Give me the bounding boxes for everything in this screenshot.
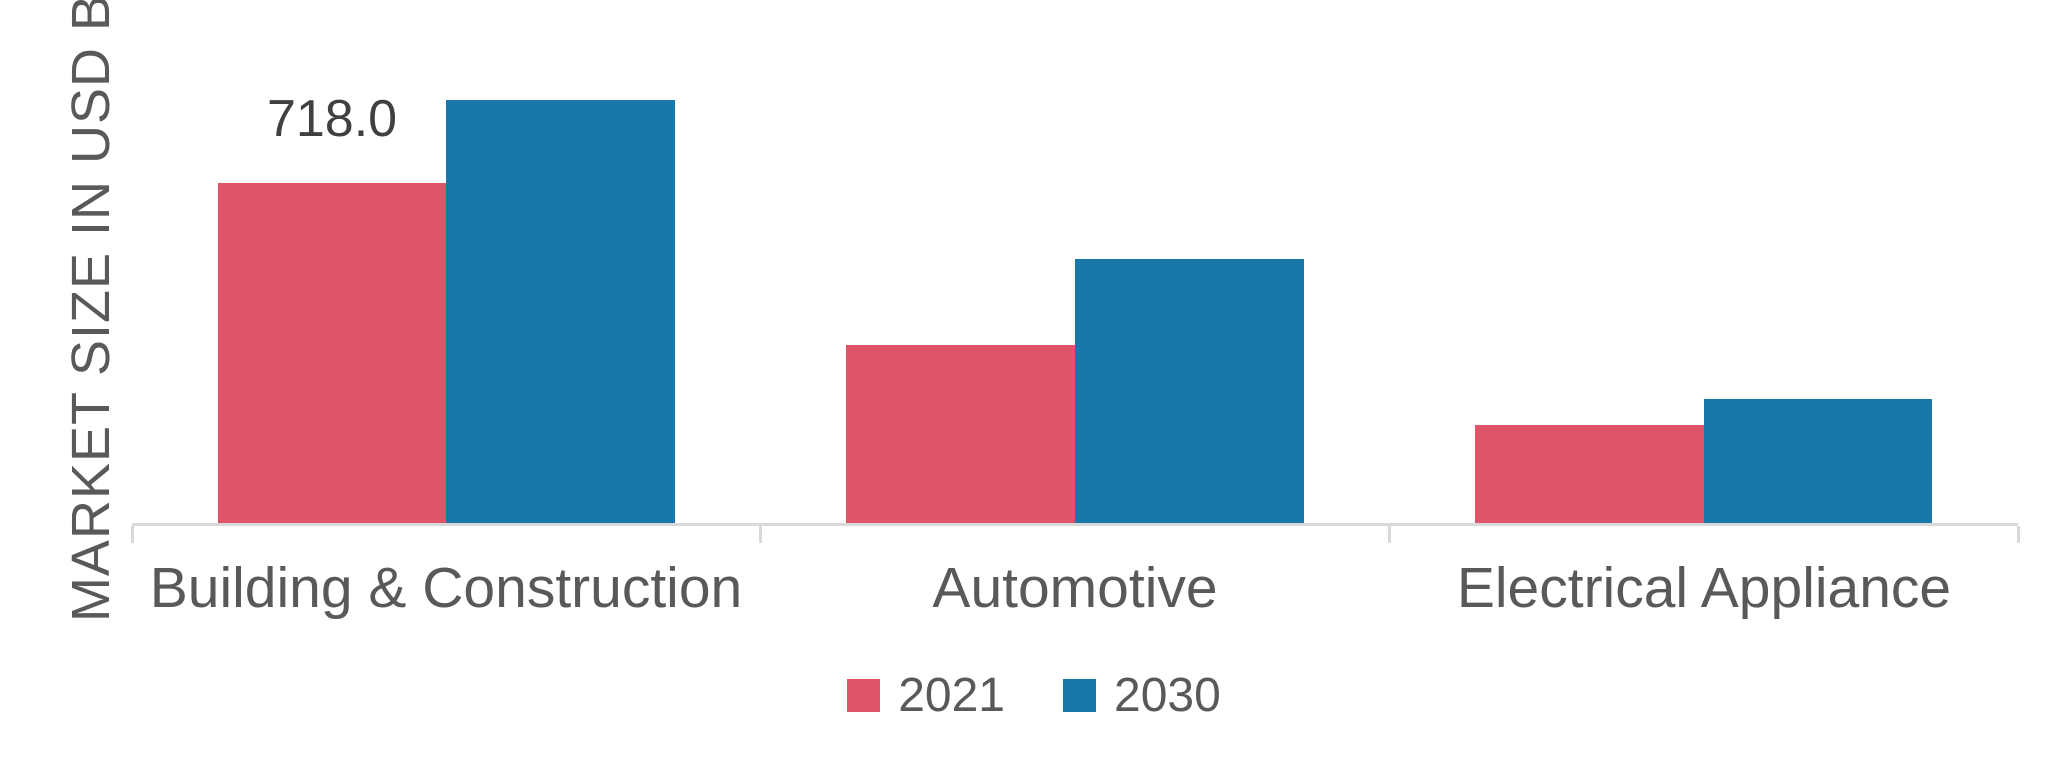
legend-item-2021: 2021 [847, 668, 1005, 723]
x-axis-tick [2016, 526, 2020, 543]
bar-2021-electrical-appliance [1475, 424, 1704, 523]
data-label-718-0: 718.0 [266, 89, 398, 148]
plot-area: 718.0 [130, 30, 2020, 543]
bar-2021-building-construction [217, 182, 447, 523]
legend-label-2030: 2030 [1114, 669, 1221, 722]
legend-item-2030: 2030 [1063, 668, 1221, 723]
x-axis-tick [759, 526, 763, 543]
x-axis-tick [1387, 526, 1391, 543]
x-axis-label-electrical-appliance: Electrical Appliance [1456, 556, 1952, 620]
legend-label-2021: 2021 [898, 669, 1005, 722]
x-axis-label-automotive: Automotive [932, 556, 1218, 620]
y-axis-title: MARKET SIZE IN USD BN [61, 0, 121, 623]
x-axis-tick [130, 526, 134, 543]
legend: 2021 2030 [0, 668, 2068, 723]
legend-swatch-2030-icon [1063, 679, 1096, 712]
legend-swatch-2021-icon [847, 679, 881, 712]
bar-2021-automotive [846, 344, 1075, 523]
bar-2030-building-construction [446, 99, 675, 523]
bar-2030-automotive [1075, 258, 1304, 523]
x-axis-label-building-construction: Building & Construction [149, 556, 743, 620]
bar-2030-electrical-appliance [1703, 398, 1933, 523]
